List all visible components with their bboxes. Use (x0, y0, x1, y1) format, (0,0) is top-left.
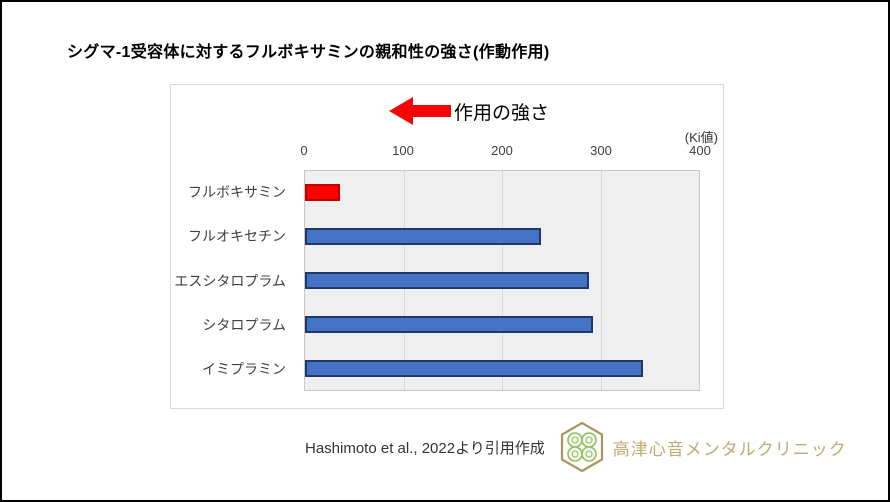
x-axis-ticks: 0 100 200 300 400 (300, 143, 710, 159)
category-label-1: フルオキセチン (188, 228, 286, 245)
clinic-logo-icon (559, 421, 605, 473)
bar-4 (305, 359, 643, 377)
bar-row-1 (305, 215, 699, 259)
footer: Hashimoto et al., 2022より引用作成 高津心音メンタルクリニ… (305, 420, 847, 474)
bar-row-3 (305, 302, 699, 346)
bar-2 (305, 271, 589, 289)
x-tick-label: 300 (590, 143, 612, 158)
gridline (600, 171, 602, 390)
x-tick-label: 100 (392, 143, 414, 158)
chart-card: 作用の強さ (Ki値) 0 100 200 300 400 フルボキサミン フルオキセチン… (170, 84, 724, 409)
axis-unit-label: (Ki値) (684, 130, 718, 145)
bar-row-0 (305, 171, 699, 215)
page-title: シグマ-1受容体に対するフルボキサミンの親和性の強さ(作動作用) (67, 44, 550, 61)
category-label-2: エスシタロプラム (174, 272, 286, 289)
left-arrow-icon (389, 97, 451, 125)
x-tick-label: 400 (689, 143, 711, 158)
bar-row-2 (305, 259, 699, 303)
bar-3 (305, 315, 593, 333)
category-labels: フルボキサミン フルオキセチンエスシタロプラムシタロプラム イミプラミン (171, 170, 295, 391)
chart-annotation: 作用の強さ (389, 96, 549, 126)
citation-text: Hashimoto et al., 2022より引用作成 (305, 439, 545, 457)
clinic-name: 高津心音メンタルクリニック (612, 439, 847, 459)
x-tick-label: 0 (300, 143, 308, 158)
bar-row-4 (305, 346, 699, 390)
bar-1 (305, 228, 542, 246)
category-label-4: イミプラミン (202, 360, 286, 377)
bar-0 (305, 184, 341, 202)
arrow-label: 作用の強さ (454, 102, 550, 124)
category-label-0: フルボキサミン (188, 184, 286, 201)
category-label-3: シタロプラム (202, 316, 286, 333)
x-tick-label: 200 (491, 143, 513, 158)
plot-area (304, 170, 700, 391)
